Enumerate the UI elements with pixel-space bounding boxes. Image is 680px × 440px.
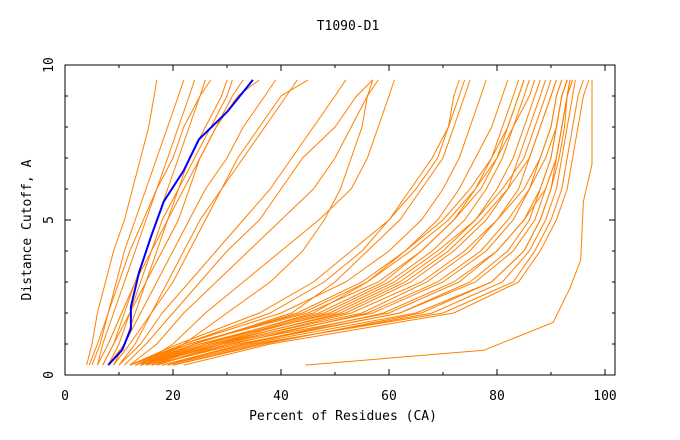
model-line-4 bbox=[88, 79, 196, 366]
y-tick-label: 0 bbox=[42, 371, 57, 379]
model-line-18 bbox=[135, 79, 487, 366]
y-axis-label: Distance Cutoff, A bbox=[20, 159, 35, 300]
model-line-39 bbox=[129, 79, 460, 366]
model-line-40 bbox=[140, 79, 525, 366]
model-line-31 bbox=[183, 79, 590, 366]
model-line-41 bbox=[135, 79, 536, 366]
model-line-6 bbox=[107, 79, 233, 366]
model-line-34 bbox=[140, 79, 525, 366]
model-line-29 bbox=[172, 79, 576, 366]
x-tick-label: 20 bbox=[165, 389, 181, 404]
model-line-9 bbox=[107, 79, 277, 366]
model-line-43 bbox=[172, 79, 571, 366]
model-line-15 bbox=[140, 79, 395, 366]
model-line-10 bbox=[118, 79, 298, 366]
model-line-30 bbox=[167, 79, 584, 366]
model-line-35 bbox=[145, 79, 552, 366]
x-tick-label: 80 bbox=[489, 389, 505, 404]
model-line-16 bbox=[145, 79, 374, 366]
y-tick-label: 5 bbox=[42, 216, 57, 224]
series-layer bbox=[86, 79, 593, 366]
model-line-13 bbox=[124, 79, 374, 366]
model-line-21 bbox=[145, 79, 530, 366]
model-line-7 bbox=[96, 79, 244, 366]
highlight-line bbox=[107, 79, 254, 366]
model-line-11 bbox=[113, 79, 309, 366]
y-tick-label: 10 bbox=[42, 57, 57, 73]
plot-frame bbox=[64, 64, 616, 376]
model-line-12 bbox=[102, 79, 228, 366]
model-line-45 bbox=[305, 79, 593, 366]
model-line-44 bbox=[145, 79, 557, 366]
axes-layer: 0 20 40 60 80 100 0 5 10 bbox=[42, 57, 617, 404]
chart-title: T1090-D1 bbox=[317, 19, 380, 34]
x-tick-label: 0 bbox=[61, 389, 69, 404]
model-line-14 bbox=[129, 79, 379, 366]
model-line-2 bbox=[91, 79, 185, 366]
model-line-42 bbox=[167, 79, 568, 366]
model-line-17 bbox=[118, 79, 347, 366]
x-axis-label: Percent of Residues (CA) bbox=[249, 409, 437, 424]
x-tick-label: 40 bbox=[273, 389, 289, 404]
model-line-32 bbox=[135, 79, 471, 366]
x-tick-label: 60 bbox=[381, 389, 397, 404]
model-line-36 bbox=[156, 79, 563, 366]
model-line-3 bbox=[96, 79, 206, 366]
x-tick-label: 100 bbox=[593, 389, 616, 404]
model-line-1 bbox=[86, 79, 158, 366]
